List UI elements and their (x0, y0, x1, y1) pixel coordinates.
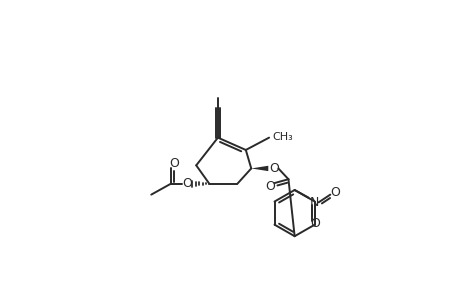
Text: O: O (268, 162, 278, 175)
Text: O: O (329, 186, 339, 199)
Text: O: O (168, 157, 178, 170)
Polygon shape (251, 166, 268, 171)
Text: O: O (309, 217, 319, 230)
Text: O: O (182, 177, 191, 190)
Text: CH₃: CH₃ (272, 132, 292, 142)
Text: O: O (264, 180, 274, 193)
Text: N: N (309, 196, 319, 209)
